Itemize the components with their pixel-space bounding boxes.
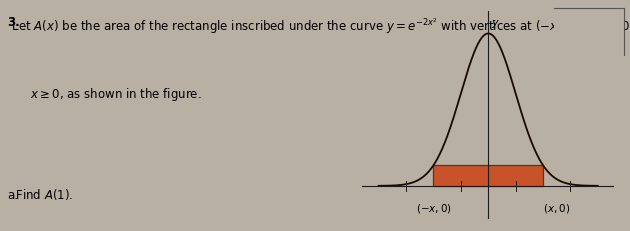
Text: $(-x,0)$: $(-x,0)$ xyxy=(416,201,452,214)
Text: a.: a. xyxy=(8,188,18,201)
Text: Let $A(x)$ be the area of the rectangle inscribed under the curve $y=e^{-2x^2}$ : Let $A(x)$ be the area of the rectangle … xyxy=(8,16,630,36)
Text: $(x,0)$: $(x,0)$ xyxy=(543,201,570,214)
Text: 3.: 3. xyxy=(8,16,20,29)
Text: Find $A(1)$.: Find $A(1)$. xyxy=(8,186,73,201)
Text: $y$: $y$ xyxy=(491,18,500,30)
Bar xyxy=(433,166,543,186)
Text: $x\geq 0$, as shown in the figure.: $x\geq 0$, as shown in the figure. xyxy=(30,85,202,102)
